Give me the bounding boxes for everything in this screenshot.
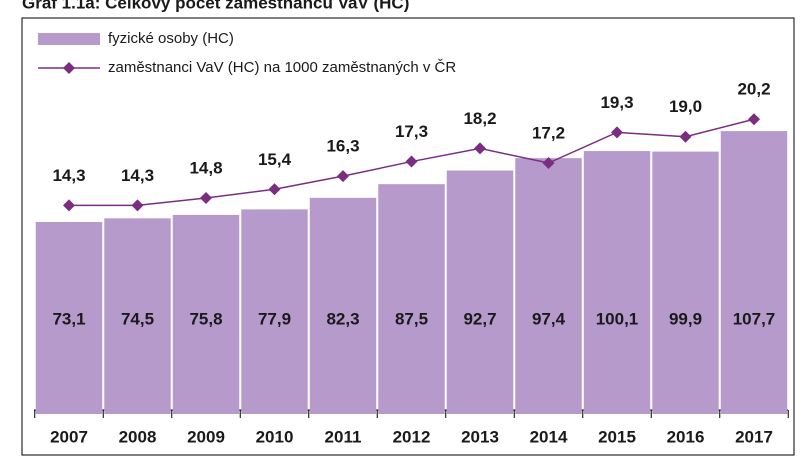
bar-value-label: 107,7 <box>733 309 776 328</box>
line-marker <box>268 183 281 196</box>
bar <box>652 151 719 414</box>
line-value-label: 14,3 <box>121 166 154 185</box>
line-marker <box>474 142 486 155</box>
line-marker <box>200 192 212 205</box>
bar <box>720 131 788 414</box>
line-marker <box>542 157 555 170</box>
x-tick-label: 2012 <box>393 427 431 446</box>
x-tick-label: 2009 <box>187 427 225 446</box>
bar-value-label: 97,4 <box>532 309 566 328</box>
bar-value-label: 100,1 <box>596 309 639 328</box>
line-marker <box>131 199 144 212</box>
x-tick-label: 2007 <box>50 427 88 446</box>
bar-value-label: 74,5 <box>121 309 154 328</box>
legend-label: zaměstnanci VaV (HC) na 1000 zaměstnanýc… <box>108 59 456 76</box>
x-tick-label: 2008 <box>119 427 157 446</box>
line-value-label: 14,8 <box>189 159 222 178</box>
x-tick-label: 2011 <box>325 427 362 446</box>
line-marker <box>679 130 692 143</box>
bar-value-label: 92,7 <box>463 309 496 328</box>
bar-value-label: 77,9 <box>258 309 291 328</box>
line-marker <box>748 113 760 126</box>
legend-swatch <box>38 33 100 45</box>
legend-label: fyzické osoby (HC) <box>108 30 234 47</box>
x-tick-label: 2016 <box>667 427 705 446</box>
x-tick-label: 2010 <box>256 427 294 446</box>
x-tick-label: 2015 <box>598 427 636 446</box>
x-tick-label: 2013 <box>461 427 499 446</box>
bar <box>309 197 377 414</box>
x-tick-label: 2017 <box>735 427 773 446</box>
line-value-label: 18,2 <box>463 109 496 128</box>
line-marker <box>63 199 75 212</box>
x-tick-label: 2014 <box>530 427 568 446</box>
bar <box>515 158 582 414</box>
bar-value-label: 87,5 <box>395 309 428 328</box>
bar-value-label: 99,9 <box>669 309 702 328</box>
line-value-label: 20,2 <box>737 80 770 99</box>
bar <box>583 151 651 414</box>
line-marker <box>611 126 623 139</box>
bar <box>104 218 171 414</box>
line-value-label: 15,4 <box>258 150 292 169</box>
bar <box>35 221 103 414</box>
line-value-label: 17,3 <box>395 122 428 141</box>
line-value-label: 17,2 <box>532 123 565 142</box>
legend-swatch-marker <box>63 62 75 74</box>
bar-value-label: 73,1 <box>52 309 85 328</box>
bar <box>241 209 308 414</box>
line-value-label: 19,0 <box>669 97 702 116</box>
line-marker <box>337 170 349 183</box>
line-value-label: 16,3 <box>326 137 359 156</box>
chart-title: Graf 1.1a: Celkový počet zaměstnanců VaV… <box>22 0 409 12</box>
bar <box>378 184 445 414</box>
line-value-label: 19,3 <box>600 93 633 112</box>
bar-value-label: 82,3 <box>326 309 359 328</box>
line-marker <box>405 155 418 168</box>
line-value-label: 14,3 <box>52 166 85 185</box>
bar <box>172 214 240 414</box>
bar-value-label: 75,8 <box>189 309 222 328</box>
bar <box>446 170 514 414</box>
